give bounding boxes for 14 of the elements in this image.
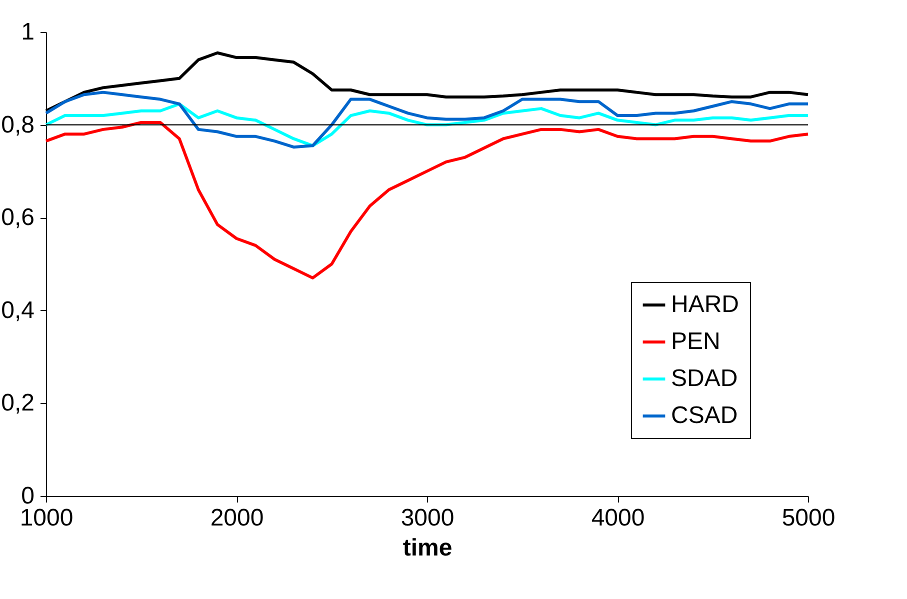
legend-label: SDAD	[671, 365, 738, 392]
legend-label: HARD	[671, 291, 740, 318]
x-tick-label: 5000	[782, 504, 836, 532]
y-tick-label: 0,8	[1, 111, 34, 138]
y-tick-label: 0,6	[1, 204, 34, 232]
y-tick-label: 0,2	[1, 390, 34, 417]
y-tick-label: 1	[21, 18, 34, 46]
x-tick-label: 4000	[591, 504, 645, 532]
legend-label: PEN	[671, 328, 720, 355]
legend-label: CSAD	[671, 402, 738, 429]
x-tick-label: 2000	[210, 504, 264, 532]
x-axis-title: time	[402, 534, 452, 562]
x-tick-label: 3000	[400, 504, 454, 532]
y-tick-label: 0,4	[1, 296, 34, 324]
